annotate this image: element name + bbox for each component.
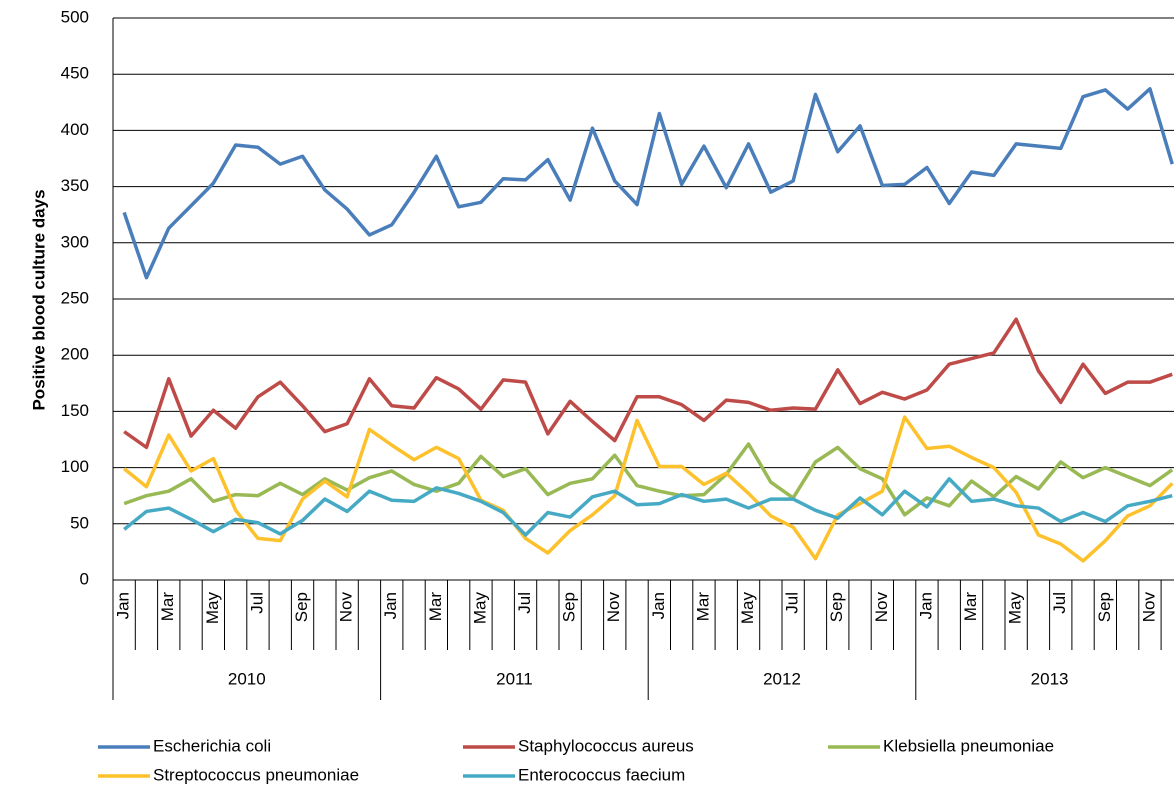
x-tick-label: Jan <box>114 592 133 619</box>
series-line <box>123 442 1174 517</box>
x-tick-label: Mar <box>426 592 445 622</box>
group-label: 2013 <box>1031 669 1069 688</box>
series-line <box>123 317 1173 450</box>
y-tick-label: 50 <box>70 513 89 532</box>
group-label: 2011 <box>496 669 533 688</box>
y-tick-label: 450 <box>61 64 89 83</box>
x-tick-label: Jan <box>916 592 935 619</box>
x-tick-label: Sep <box>827 592 846 622</box>
y-tick-label: 400 <box>61 120 89 139</box>
x-tick-label: Jul <box>247 592 266 614</box>
x-tick-label: Jul <box>1050 592 1069 614</box>
series-line <box>123 415 1174 563</box>
x-tick-label: Sep <box>560 592 579 622</box>
x-tick-label: Jan <box>381 592 400 619</box>
y-tick-label: 350 <box>61 176 89 195</box>
legend-label: Staphylococcus aureus <box>518 736 694 755</box>
x-tick-label: May <box>1006 592 1025 625</box>
x-tick-label: Jan <box>649 592 668 619</box>
group-label: 2010 <box>228 669 266 688</box>
legend-label: Enterococcus faecium <box>518 765 685 784</box>
x-tick-label: May <box>470 592 489 625</box>
legend-label: Klebsiella pneumoniae <box>883 736 1054 755</box>
y-tick-label: 300 <box>61 232 89 251</box>
group-label: 2012 <box>763 669 801 688</box>
y-tick-label: 200 <box>61 345 89 364</box>
legend-label: Escherichia coli <box>153 736 271 755</box>
x-tick-label: Nov <box>872 592 891 623</box>
x-tick-label: May <box>203 592 222 625</box>
x-tick-label: Mar <box>693 592 712 622</box>
y-tick-label: 100 <box>61 457 89 476</box>
x-tick-label: Jul <box>515 592 534 614</box>
series-line <box>122 87 1174 280</box>
x-tick-label: Nov <box>604 592 623 623</box>
x-tick-label: May <box>738 592 757 625</box>
y-tick-label: 500 <box>61 7 89 26</box>
y-tick-label: 150 <box>61 401 89 420</box>
x-tick-label: Mar <box>961 592 980 622</box>
x-tick-label: Sep <box>1095 592 1114 622</box>
series-line <box>123 477 1173 537</box>
x-tick-label: Mar <box>158 592 177 622</box>
y-tick-label: 0 <box>80 569 89 588</box>
x-tick-label: Nov <box>337 592 356 623</box>
x-tick-label: Sep <box>292 592 311 622</box>
x-tick-label: Jul <box>783 592 802 614</box>
y-axis-label: Positive blood culture days <box>29 189 48 410</box>
y-tick-label: 250 <box>61 288 89 307</box>
x-tick-label: Nov <box>1139 592 1158 623</box>
legend-label: Streptococcus pneumoniae <box>153 765 359 784</box>
